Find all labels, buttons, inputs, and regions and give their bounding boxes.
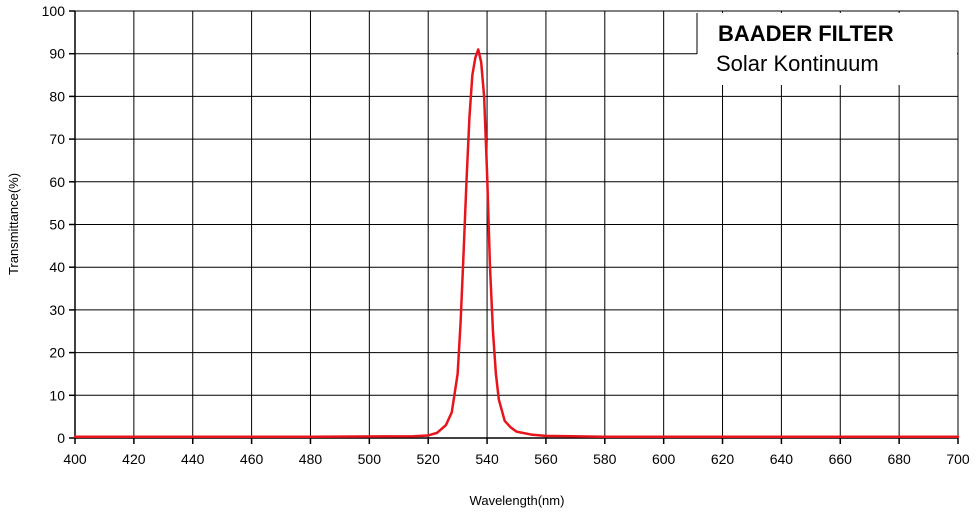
y-tick-label: 10 — [49, 387, 65, 403]
x-tick-label: 420 — [122, 451, 146, 467]
y-tick-label: 60 — [49, 174, 65, 190]
x-tick-label: 700 — [946, 451, 970, 467]
y-tick-label: 80 — [49, 88, 65, 104]
x-tick-label: 600 — [652, 451, 676, 467]
x-tick-label: 400 — [63, 451, 87, 467]
y-tick-label: 20 — [49, 345, 65, 361]
y-tick-label: 40 — [49, 259, 65, 275]
x-tick-label: 480 — [299, 451, 323, 467]
y-axis-label: Transmittance(%) — [6, 173, 21, 275]
axes: 400 420 440 460 480 500 520 540 560 580 600 620 640 6… — [42, 3, 970, 467]
x-tick-label: 540 — [475, 451, 499, 467]
x-tick-label: 440 — [181, 451, 205, 467]
y-tick-label: 90 — [49, 46, 65, 62]
annotation-box — [697, 13, 957, 85]
y-tick-label: 100 — [42, 3, 66, 19]
x-tick-label: 640 — [770, 451, 794, 467]
product-subtitle: Solar Kontinuum — [716, 51, 879, 76]
x-tick-label: 580 — [593, 451, 617, 467]
y-tick-label: 70 — [49, 131, 65, 147]
y-tick-label: 0 — [57, 430, 65, 446]
x-tick-label: 460 — [240, 451, 264, 467]
x-axis-label: Wavelength(nm) — [470, 493, 565, 508]
brand-title: BAADER FILTER — [718, 21, 894, 46]
series-group — [73, 48, 960, 438]
x-tick-label: 500 — [358, 451, 382, 467]
y-tick-label: 50 — [49, 217, 65, 233]
x-tick-label: 680 — [887, 451, 911, 467]
series-line — [73, 48, 960, 438]
y-tick-label: 30 — [49, 302, 65, 318]
x-tick-label: 660 — [829, 451, 853, 467]
x-tick-label: 620 — [711, 451, 735, 467]
x-tick-label: 560 — [534, 451, 558, 467]
x-tick-label: 520 — [417, 451, 441, 467]
